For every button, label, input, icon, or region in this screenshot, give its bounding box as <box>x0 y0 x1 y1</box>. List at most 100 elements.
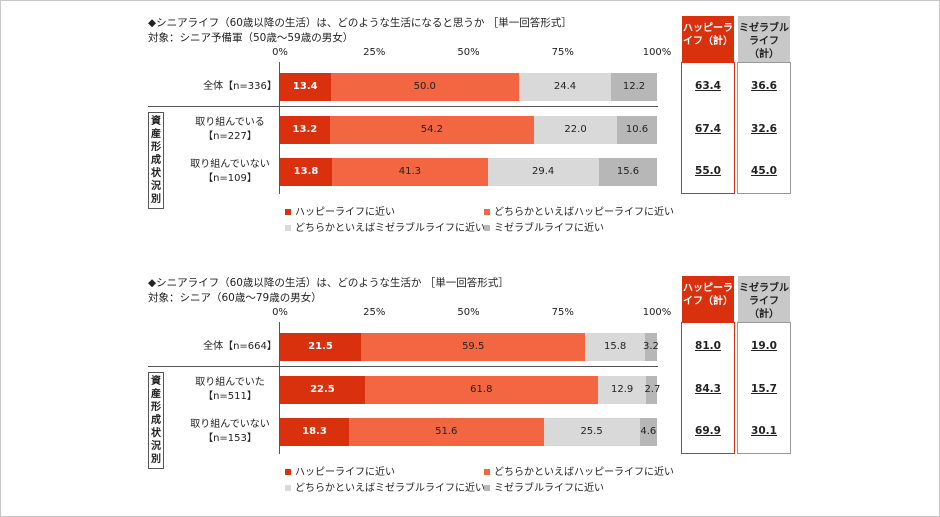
row-category-label: 全体【n=664】 <box>203 341 277 352</box>
row-separator <box>148 366 658 367</box>
data-label: 13.8 <box>293 166 319 177</box>
bar-segment <box>617 116 657 144</box>
row-category-label: 取り組んでいた 【n=511】 <box>195 377 265 402</box>
happy-total-value: 55.0 <box>695 165 721 177</box>
data-label: 29.4 <box>532 166 555 177</box>
row-category-label: 全体【n=336】 <box>203 81 277 92</box>
legend-label: ミゼラブルライフに近い <box>494 223 604 234</box>
legend-swatch <box>285 469 291 475</box>
bar-segment <box>611 73 657 101</box>
group-label: 資産形成状況別 <box>148 112 164 209</box>
legend-item: ミゼラブルライフに近い <box>484 219 604 234</box>
happy-total-column <box>681 322 735 454</box>
miserable-total-column <box>737 62 791 194</box>
data-label: 24.4 <box>553 81 577 92</box>
data-label: 51.6 <box>435 426 458 437</box>
bar-segment <box>644 333 657 361</box>
data-label: 22.5 <box>310 384 335 395</box>
data-label: 13.2 <box>292 124 318 135</box>
happy-total-value: 81.0 <box>695 340 721 352</box>
miserable-total-header: ミゼラブルライフ（計） <box>738 276 790 322</box>
legend-swatch <box>484 209 490 215</box>
legend-label: どちらかといえばハッピーライフに近い <box>494 207 674 218</box>
row-category-label: 取り組んでいない 【n=109】 <box>190 159 270 184</box>
row-category-label: 取り組んでいない 【n=153】 <box>190 419 270 444</box>
legend-label: ハッピーライフに近い <box>295 467 395 478</box>
data-label: 3.2 <box>643 341 659 352</box>
legend-swatch <box>285 485 291 491</box>
x-tick-label: 100% <box>642 307 672 318</box>
data-label: 61.8 <box>470 384 493 395</box>
legend-item: どちらかといえばハッピーライフに近い <box>484 203 674 218</box>
bar-segment <box>348 418 544 446</box>
bar-segment <box>534 116 618 144</box>
data-label: 50.0 <box>413 81 436 92</box>
data-label: 15.6 <box>616 166 640 177</box>
y-axis-line <box>279 62 280 194</box>
legend-label: どちらかといえばハッピーライフに近い <box>494 467 674 478</box>
x-tick-label: 50% <box>457 47 480 58</box>
bar-segment <box>597 376 647 404</box>
bar-segment <box>280 116 330 144</box>
legend-item: どちらかといえばハッピーライフに近い <box>484 463 674 478</box>
chart-subtitle: 対象：シニア（60歳～79歳の男女） <box>148 292 322 304</box>
bar-segment <box>364 376 598 404</box>
bar-segment <box>280 158 333 186</box>
miserable-total-header: ミゼラブルライフ（計） <box>738 16 790 62</box>
x-tick-label: 50% <box>457 307 480 318</box>
legend-swatch <box>484 469 490 475</box>
bar-segment <box>280 73 331 101</box>
data-label: 22.0 <box>564 124 587 135</box>
legend-item: どちらかといえばミゼラブルライフに近い <box>285 479 485 494</box>
data-label: 12.2 <box>622 81 646 92</box>
data-label: 15.8 <box>604 341 627 352</box>
chart-subtitle: 対象：シニア予備軍（50歳～59歳の男女） <box>148 32 354 44</box>
miserable-total-column <box>737 322 791 454</box>
x-tick-label: 75% <box>551 307 574 318</box>
legend-item: どちらかといえばミゼラブルライフに近い <box>285 219 485 234</box>
bar-segment <box>361 333 586 361</box>
bar-segment <box>487 158 599 186</box>
bar-segment <box>332 158 488 186</box>
miserable-total-value: 32.6 <box>751 123 777 135</box>
row-category-label: 取り組んでいる 【n=227】 <box>195 117 265 142</box>
chart-title: ◆シニアライフ（60歳以降の生活）は、どのような生活か ［単一回答形式］ <box>148 277 509 289</box>
bar-segment <box>585 333 645 361</box>
x-tick-label: 25% <box>363 307 386 318</box>
data-label: 2.7 <box>644 384 661 395</box>
happy-total-value: 84.3 <box>695 383 721 395</box>
miserable-total-value: 15.7 <box>751 383 777 395</box>
x-tick-label: 75% <box>551 47 574 58</box>
bar-segment <box>543 418 640 446</box>
data-label: 21.5 <box>308 341 333 352</box>
bar-segment <box>639 418 657 446</box>
miserable-total-value: 30.1 <box>751 425 777 437</box>
x-tick-label: 0% <box>272 47 288 58</box>
miserable-total-value: 45.0 <box>751 165 777 177</box>
data-label: 54.2 <box>420 124 444 135</box>
x-tick-label: 100% <box>642 47 672 58</box>
happy-total-value: 63.4 <box>695 80 721 92</box>
happy-total-value: 69.9 <box>695 425 721 437</box>
data-label: 12.9 <box>610 384 634 395</box>
chart-panel-top: ◆シニアライフ（60歳以降の生活）は、どのような生活になると思うか ［単一回答形… <box>0 0 940 250</box>
bar-segment <box>646 376 657 404</box>
data-label: 13.4 <box>292 81 318 92</box>
data-label: 41.3 <box>398 166 421 177</box>
legend-label: ハッピーライフに近い <box>295 207 395 218</box>
bar-segment <box>329 116 535 144</box>
happy-total-header: ハッピーライフ（計） <box>682 276 734 322</box>
miserable-total-value: 19.0 <box>751 340 777 352</box>
data-label: 4.6 <box>640 426 657 437</box>
data-label: 59.5 <box>462 341 485 352</box>
legend-label: どちらかといえばミゼラブルライフに近い <box>295 223 485 234</box>
legend-item: ミゼラブルライフに近い <box>484 479 604 494</box>
x-tick-label: 25% <box>363 47 386 58</box>
data-label: 10.6 <box>625 124 649 135</box>
legend-label: ミゼラブルライフに近い <box>494 483 604 494</box>
bar-segment <box>519 73 611 101</box>
bar-segment <box>598 158 658 186</box>
legend-item: ハッピーライフに近い <box>285 463 395 478</box>
x-tick-label: 0% <box>272 307 288 318</box>
row-separator <box>148 106 658 107</box>
